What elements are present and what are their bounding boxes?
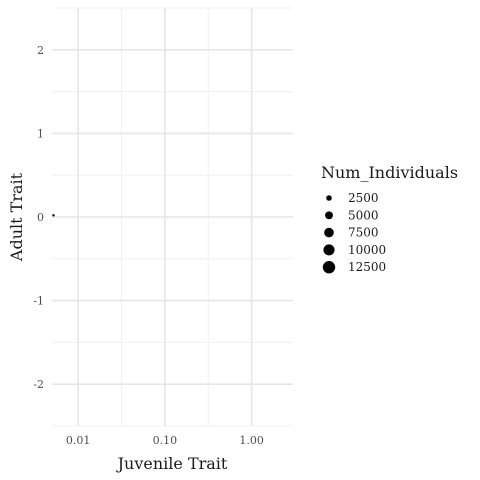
x-axis-title: Juvenile Trait [116,454,228,473]
legend-key [326,195,332,201]
y-tick-label: 1 [37,127,44,140]
data-point [52,214,55,217]
y-axis-ticks: 2 1 0 -1 -2 [33,44,44,391]
legend-label: 7500 [348,226,379,240]
legend-label: 10000 [348,243,386,257]
legend: Num_Individuals 2500 5000 7500 10000 12500 [321,163,458,274]
data-points [52,214,55,217]
y-tick-label: 2 [37,44,44,57]
y-tick-label: -2 [33,378,44,391]
legend-label: 5000 [348,208,379,222]
legend-label: 2500 [348,191,379,205]
legend-entries: 2500 5000 7500 10000 12500 [322,191,386,274]
legend-label: 12500 [348,260,386,274]
legend-key [324,227,334,238]
x-tick-label: 0.01 [66,434,91,447]
legend-title: Num_Individuals [321,163,458,182]
y-tick-label: 0 [37,211,44,224]
x-tick-label: 1.00 [239,434,264,447]
x-axis-ticks: 0.01 0.10 1.00 [66,434,264,447]
y-tick-label: -1 [33,295,44,308]
legend-key [323,244,335,256]
x-tick-label: 0.10 [153,434,178,447]
minor-gridlines [52,7,293,427]
legend-key [325,211,333,220]
y-axis-title: Adult Trait [7,172,26,262]
major-gridlines [52,8,293,426]
legend-key [322,261,336,274]
